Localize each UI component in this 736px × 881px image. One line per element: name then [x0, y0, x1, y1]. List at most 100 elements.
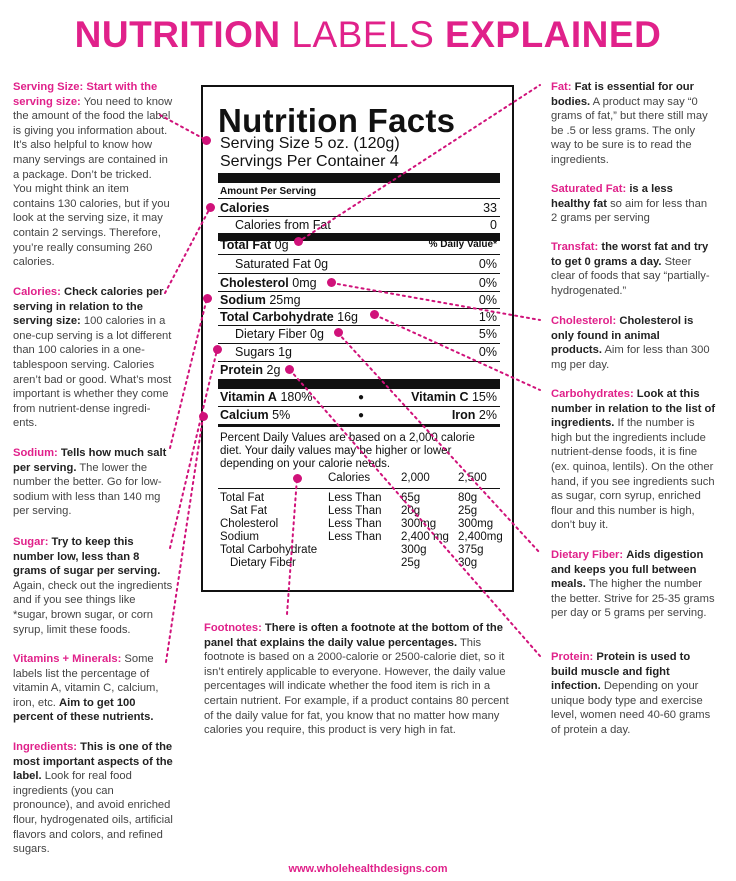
rule [218, 254, 500, 255]
title-part-3: EXPLAINED [445, 14, 662, 55]
calories-fat-label: Calories from Fat [235, 218, 331, 232]
footnote-cell-name: Dietary Fiber [230, 557, 296, 569]
ft-calories-header: Calories [328, 472, 371, 484]
callout-dot-protein [285, 365, 294, 374]
footnote-cell-a: 20g [401, 505, 421, 517]
footnote-cell-b: 25g [458, 505, 478, 517]
leader-fat [297, 84, 541, 243]
vitamin-a: Vitamin A 180% [220, 390, 313, 404]
footnote-cell-cond: Less Than [328, 505, 382, 517]
footnote-cell-a: 300g [401, 544, 427, 556]
callout-dot-footnotes [293, 474, 302, 483]
row-pct: 1% [478, 310, 497, 324]
callout-dot-fiber [334, 328, 343, 337]
note-fat: Fat: Fat is essential for our bodies. A … [551, 81, 708, 166]
footnote-cell-b: 80g [458, 492, 478, 504]
note-vitamins-minerals: Vitamins + Minerals: Some labels list th… [13, 653, 159, 724]
row-pct: 5% [478, 327, 497, 341]
footnote-line-1: Percent Daily Values are based on a 2,00… [220, 432, 475, 444]
servings-per-container: Servings Per Container 4 [220, 153, 399, 170]
leader-cholesterol [331, 282, 541, 321]
page-title: NUTRITION LABELS EXPLAINED [0, 14, 736, 56]
rule [218, 325, 500, 326]
note-sugar: Sugar: Try to keep this number low, less… [13, 536, 173, 636]
bullet: ● [358, 410, 365, 421]
calories-label: Calories [220, 201, 270, 215]
rule [218, 406, 500, 407]
note-serving-size: Serving Size: Start with the serving siz… [13, 80, 173, 270]
rule [218, 291, 500, 292]
note-carbohydrates: Carbohydrates: Look at this number in re… [551, 388, 716, 532]
daily-value-header: % Daily Value* [428, 239, 497, 250]
row-dietary-fiber: Dietary Fiber 0g [235, 327, 324, 341]
rule [218, 308, 500, 309]
row-sugars: Sugars 1g [235, 345, 292, 359]
row-pct: 0% [478, 276, 497, 290]
serving-size: Serving Size 5 oz. (120g) [220, 135, 400, 152]
footer-url: www.wholehealthdesigns.com [288, 863, 448, 875]
note-transfat: Transfat: the worst fat and try to get 0… [551, 241, 710, 297]
footnote-line-3: depending on your calorie needs. [220, 458, 391, 470]
note-ingredients: Ingredients: This is one of the most imp… [13, 741, 173, 856]
footnote-cell-a: 2,400 mg [401, 531, 449, 543]
row-total-carbohydrate: Total Carbohydrate 16g [220, 310, 359, 324]
bullet: ● [358, 392, 365, 403]
leader-protein [289, 369, 541, 657]
note-saturated-fat: Saturated Fat: is a less healthy fat so … [551, 183, 708, 225]
footnote-cell-cond: Less Than [328, 518, 382, 530]
row-pct: 0% [478, 293, 497, 307]
callout-dot-sugar [213, 345, 222, 354]
rule [218, 361, 500, 362]
callout-dot-vitamins [199, 412, 208, 421]
footnote-cell-a: 25g [401, 557, 421, 569]
callout-dot-fat [294, 237, 303, 246]
note-sodium: Sodium: Tells how much salt per serving.… [13, 447, 167, 518]
callout-dot-serving [202, 136, 211, 145]
footnote-cell-name: Sat Fat [230, 505, 268, 517]
callout-dot-carbohydrates [370, 310, 379, 319]
leader-dietary-fiber [337, 332, 541, 554]
row-sodium: Sodium 25mg [220, 293, 301, 307]
leader-calories [164, 207, 211, 294]
rule [218, 233, 500, 241]
footnote-cell-cond: Less Than [328, 531, 382, 543]
ft-2000-header: 2,000 [401, 472, 430, 484]
footnote-line-2: diet. Your daily values may be higher or… [220, 445, 452, 457]
callout-dot-calories [206, 203, 215, 212]
callout-dot-sodium [203, 294, 212, 303]
calcium: Calcium 5% [220, 408, 291, 422]
row-pct: 0% [478, 345, 497, 359]
title-part-1: NUTRITION [74, 14, 281, 55]
footnote-cell-name: Cholesterol [220, 518, 279, 530]
leader-footnotes [286, 477, 298, 615]
note-heading: Serving Size: Start with the serving siz… [13, 81, 158, 108]
leader-serving-size [159, 114, 207, 141]
rule [218, 198, 500, 199]
rule [218, 488, 500, 489]
leader-sugar [169, 349, 218, 549]
iron: Iron 2% [451, 408, 497, 422]
footnote-cell-b: 300mg [458, 518, 494, 530]
footnote-cell-name: Sodium [220, 531, 259, 543]
row-cholesterol: Cholesterol 0mg [220, 276, 317, 290]
rule [218, 173, 500, 183]
row-protein: Protein 2g [220, 363, 281, 377]
footnote-cell-b: 2,400mg [458, 531, 503, 543]
footnote-cell-cond: Less Than [328, 492, 382, 504]
leader-carbohydrates [374, 314, 541, 391]
nutrition-facts-heading: Nutrition Facts [218, 102, 456, 139]
footnote-cell-a: 300mg [401, 518, 437, 530]
note-body: You need to know the amount of the food … [13, 95, 173, 269]
vitamin-c: Vitamin C 15% [411, 390, 497, 404]
rule [218, 379, 500, 389]
rule [218, 273, 500, 274]
note-protein: Protein: Protein is used to build muscle… [551, 651, 711, 736]
rule [218, 424, 500, 427]
note-dietary-fiber: Dietary Fiber: Aids digestion and keeps … [551, 549, 715, 620]
footnote-cell-b: 30g [458, 557, 478, 569]
footnote-cell-name: Total Fat [220, 492, 265, 504]
leader-sodium [169, 297, 208, 449]
row-saturated-fat: Saturated Fat 0g [235, 257, 329, 271]
footnote-cell-b: 375g [458, 544, 484, 556]
